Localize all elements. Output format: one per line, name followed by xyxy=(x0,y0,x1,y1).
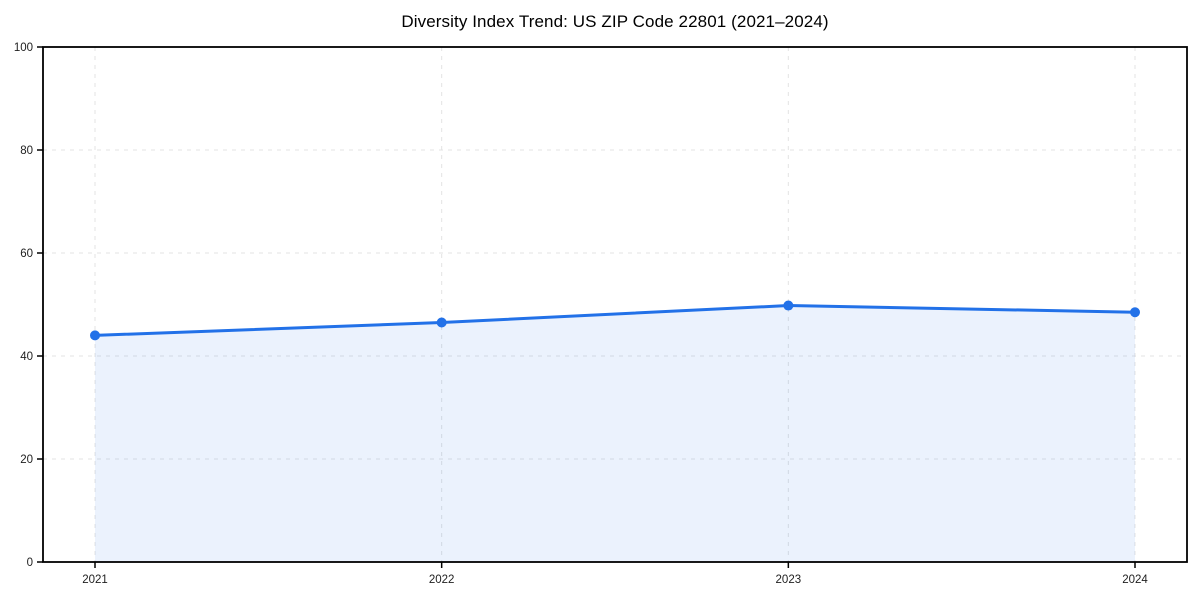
y-tick-label: 40 xyxy=(20,351,33,363)
data-point-marker[interactable] xyxy=(1130,307,1140,318)
x-tick-label: 2021 xyxy=(82,574,108,586)
data-point-marker[interactable] xyxy=(90,330,100,341)
data-point-marker[interactable] xyxy=(783,300,794,311)
area-fill xyxy=(95,305,1135,562)
y-tick-label: 60 xyxy=(20,248,33,260)
x-tick-label: 2023 xyxy=(776,574,802,586)
y-tick-label: 0 xyxy=(27,557,33,569)
chart-title: Diversity Index Trend: US ZIP Code 22801… xyxy=(401,12,829,31)
x-tick-label: 2024 xyxy=(1122,574,1148,586)
y-tick-label: 80 xyxy=(20,145,33,157)
plot-border xyxy=(42,46,1188,563)
x-tick-label: 2022 xyxy=(429,574,455,586)
y-tick-label: 20 xyxy=(20,454,33,466)
trend-line xyxy=(93,304,1137,337)
y-tick-label: 100 xyxy=(14,42,33,54)
data-point-marker[interactable] xyxy=(436,317,447,328)
